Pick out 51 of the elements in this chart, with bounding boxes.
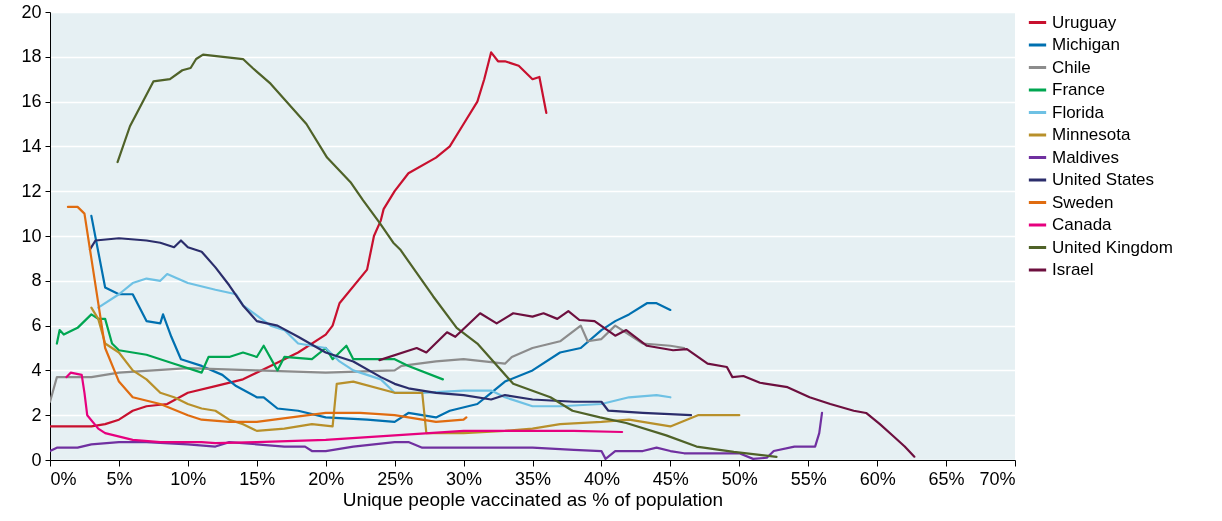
legend-label: France	[1052, 80, 1105, 99]
x-tick-label: 60%	[859, 468, 896, 489]
y-tick-label: 10	[21, 225, 42, 246]
line-series	[50, 324, 686, 403]
x-tick-label: 25%	[377, 468, 414, 489]
x-tick-label: 5%	[106, 468, 133, 489]
y-tick-label: 6	[31, 315, 42, 336]
legend-label: United States	[1052, 170, 1155, 189]
legend-label: Uruguay	[1052, 12, 1117, 32]
line-series	[55, 313, 444, 381]
legend-label: Michigan	[1052, 35, 1121, 54]
line-series	[66, 205, 468, 424]
x-tick-label: 0%	[50, 468, 77, 489]
legend-label: Sweden	[1052, 192, 1114, 212]
legend-label: Israel	[1052, 260, 1094, 279]
x-tick-label: 15%	[239, 468, 276, 489]
x-tick-label: 65%	[928, 468, 965, 489]
line-series	[65, 371, 624, 445]
line-series	[116, 53, 778, 458]
x-axis-title: Unique people vaccinated as % of population	[342, 488, 724, 510]
y-tick-label: 8	[31, 270, 42, 291]
y-tick-label: 14	[21, 135, 42, 156]
legend-label: Maldives	[1052, 147, 1120, 167]
y-tick-label: 2	[31, 404, 42, 425]
line-series	[50, 51, 548, 428]
x-tick-label: 50%	[721, 468, 758, 489]
x-tick-label: 40%	[583, 468, 620, 489]
y-tick-label: 0	[31, 449, 42, 470]
line-series	[50, 411, 824, 460]
y-tick-label: 4	[31, 359, 42, 380]
x-tick-label: 35%	[514, 468, 552, 489]
line-series	[88, 237, 693, 417]
legend-label: Chile	[1052, 57, 1091, 77]
y-tick-label: 20	[21, 1, 42, 22]
x-tick-label: 55%	[790, 468, 827, 489]
x-tick-label: 10%	[170, 468, 207, 489]
legend-label: United Kingdom	[1052, 237, 1173, 257]
line-series	[378, 309, 916, 458]
y-tick-label: 16	[21, 91, 42, 112]
line-series	[97, 272, 672, 408]
x-tick-label: 20%	[308, 468, 345, 489]
x-tick-label: 45%	[652, 468, 689, 489]
legend-label: Canada	[1052, 215, 1113, 234]
line-series	[90, 306, 741, 435]
legend-label: Minnesota	[1052, 125, 1131, 144]
x-tick-label: 30%	[446, 468, 483, 489]
legend-label: Florida	[1052, 102, 1105, 122]
x-tick-label: 70%	[979, 468, 1016, 489]
y-tick-label: 18	[21, 46, 42, 67]
y-tick-label: 12	[21, 180, 42, 201]
line-series	[90, 214, 672, 424]
